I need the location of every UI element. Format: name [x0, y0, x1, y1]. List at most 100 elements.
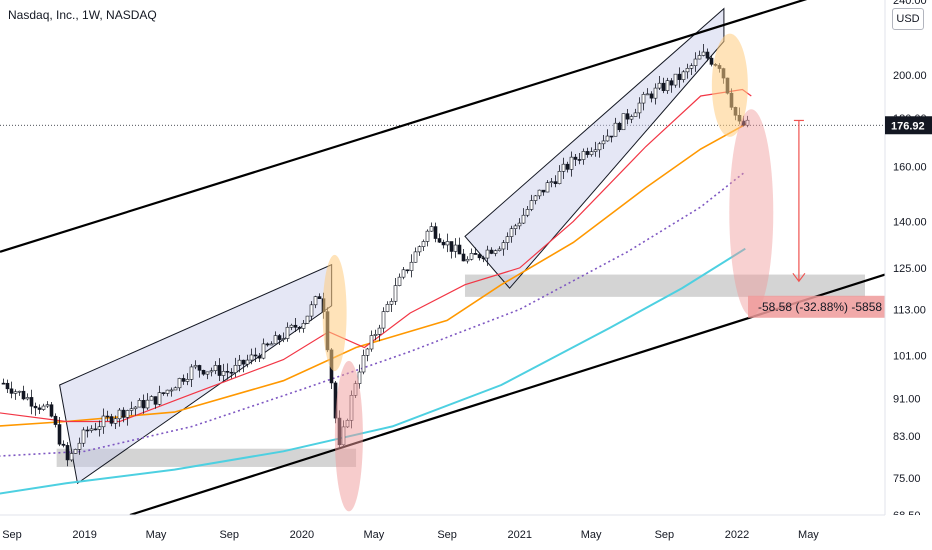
candle-body	[473, 253, 478, 255]
candle	[469, 248, 474, 261]
candle	[137, 398, 142, 408]
candle	[133, 406, 138, 416]
candle	[609, 135, 614, 143]
candle	[561, 157, 566, 180]
candle	[77, 437, 82, 455]
candle-body	[629, 116, 634, 120]
candle	[293, 317, 298, 333]
candle-body	[281, 338, 286, 340]
candle-body	[37, 407, 42, 410]
highlight-ellipse-red-2020	[334, 360, 363, 512]
x-tick-label: 2022	[725, 529, 749, 541]
candle	[413, 247, 418, 263]
currency-button[interactable]: USD	[892, 8, 924, 30]
candle-body	[233, 365, 238, 373]
y-tick-label: 200.00	[893, 70, 927, 82]
candle	[489, 247, 494, 255]
candle-body	[469, 253, 474, 260]
candle	[113, 415, 118, 429]
candle	[641, 91, 646, 111]
candle	[481, 255, 486, 263]
candle-body	[53, 415, 58, 425]
candle	[409, 254, 414, 278]
candle	[689, 63, 694, 76]
candle	[373, 329, 378, 341]
candle-body	[493, 250, 498, 254]
candle-body	[645, 93, 650, 96]
x-tick-label: May	[581, 529, 602, 541]
candle-body	[297, 327, 302, 329]
chart-legend-symbol: Nasdaq, Inc., 1W, NASDAQ	[8, 8, 157, 22]
y-tick-label: 91.00	[893, 393, 921, 405]
candle	[97, 420, 102, 437]
candle	[513, 223, 518, 236]
candle	[21, 385, 26, 401]
current-price-badge	[885, 116, 932, 135]
candle	[581, 148, 586, 165]
candle	[209, 367, 214, 377]
candle	[505, 232, 510, 250]
candle-body	[401, 269, 406, 278]
channel-top-line	[0, 0, 808, 253]
candle	[357, 364, 362, 389]
candle	[305, 315, 310, 324]
candle	[465, 256, 470, 264]
candle	[673, 73, 678, 88]
candle-body	[189, 366, 194, 380]
candle	[205, 371, 210, 380]
candle	[509, 225, 514, 243]
candle-body	[517, 222, 522, 227]
candle	[705, 48, 710, 62]
candle-body	[673, 73, 678, 86]
candle	[121, 407, 126, 423]
candle	[237, 354, 242, 373]
candle	[225, 363, 230, 380]
candle	[33, 402, 38, 416]
candle-body	[745, 119, 750, 126]
candle-body	[505, 236, 510, 243]
candles	[1, 43, 750, 467]
y-tick-label: 101.00	[893, 351, 927, 363]
candle-body	[265, 343, 270, 346]
candle-body	[429, 226, 434, 232]
candle	[569, 151, 574, 177]
candle-body	[97, 426, 102, 430]
candle-body	[581, 151, 586, 160]
measure-label: -58.58 (-32.88%) -5858	[758, 300, 882, 314]
candle-body	[609, 135, 614, 138]
candle	[445, 233, 450, 253]
candle-body	[373, 334, 378, 336]
candle	[637, 97, 642, 119]
candle-body	[661, 82, 666, 91]
candle-body	[5, 382, 10, 390]
candle	[161, 392, 166, 396]
candle-body	[305, 315, 310, 324]
candle	[501, 240, 506, 256]
candle-body	[393, 285, 398, 302]
candle	[497, 246, 502, 252]
candle-body	[533, 195, 538, 201]
candle-body	[173, 387, 178, 391]
candle-body	[141, 400, 146, 409]
candle	[229, 368, 234, 379]
candle-body	[621, 113, 626, 131]
candle-body	[157, 392, 162, 405]
candle-body	[61, 443, 66, 446]
candle	[405, 269, 410, 274]
candle-body	[161, 392, 166, 394]
candle-body	[9, 388, 14, 394]
candle-body	[317, 296, 322, 299]
candle	[261, 338, 266, 360]
candle-body	[561, 163, 566, 172]
candle	[613, 117, 618, 137]
candle	[629, 114, 634, 124]
candle-body	[301, 323, 306, 329]
candle-body	[617, 122, 622, 131]
x-tick-label: Sep	[219, 529, 239, 541]
candle	[165, 389, 170, 397]
candle-body	[497, 248, 502, 251]
candle-body	[677, 73, 682, 80]
candle-body	[585, 151, 590, 155]
